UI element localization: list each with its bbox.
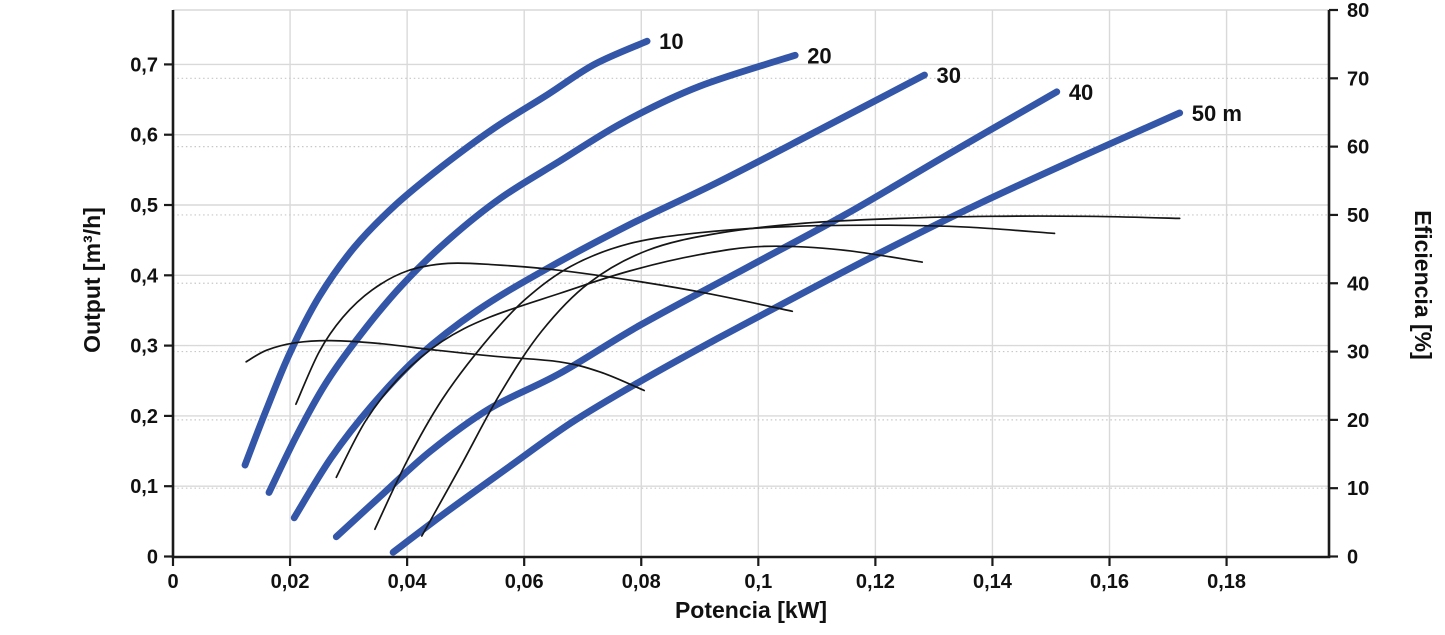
left-y-tick-label: 0,5 — [130, 195, 158, 217]
head-curve-40 — [332, 88, 1061, 541]
x-tick-label: 0,02 — [271, 571, 310, 593]
right-y-tick-label: 10 — [1347, 478, 1369, 500]
x-tick-label: 0,04 — [388, 571, 428, 593]
efficiency-curve-10 — [245, 339, 646, 392]
horizontal-gridlines-solid — [173, 63, 1329, 487]
left-y-tick-label: 0,7 — [130, 54, 158, 76]
horizontal-gridlines-dotted — [173, 77, 1329, 489]
left-y-tick-label: 0,4 — [130, 265, 159, 287]
head-curve-10 — [241, 37, 651, 469]
left-y-tick-label: 0 — [147, 547, 158, 569]
right-y-tick-label: 70 — [1347, 68, 1369, 90]
right-y-tick-label: 30 — [1347, 342, 1369, 364]
x-tick-label: 0,1 — [744, 571, 772, 593]
left-y-tick-label: 0,2 — [130, 406, 158, 428]
curve-labels: 10 20 30 40 50 m — [659, 29, 1242, 126]
x-tick-label: 0,18 — [1207, 571, 1246, 593]
right-y-tick-label: 60 — [1347, 137, 1369, 159]
tick-labels: 0 0,02 0,04 0,06 0,08 0,1 0,12 0,14 0,16 0,1800,1… — [130, 0, 1369, 593]
efficiency-curve-50 — [420, 215, 1181, 537]
right-y-tick-label: 80 — [1347, 0, 1369, 22]
x-tick-label: 0,16 — [1090, 571, 1129, 593]
x-tick-label: 0 — [167, 571, 178, 593]
head-curve-20 — [265, 51, 799, 496]
tick-marks — [164, 8, 1338, 566]
efficiency-curve-40 — [374, 224, 1056, 531]
x-tick-label: 0,12 — [856, 571, 895, 593]
right-y-tick-label: 20 — [1347, 410, 1369, 432]
right-y-tick-label: 50 — [1347, 205, 1369, 227]
left-y-tick-label: 0,3 — [130, 336, 158, 358]
efficiency-curve-30 — [335, 245, 924, 479]
right-y-tick-label: 0 — [1347, 547, 1358, 569]
efficiency-curve-20 — [295, 262, 794, 406]
curve-label-40: 40 — [1069, 80, 1093, 105]
x-tick-label: 0,14 — [973, 571, 1013, 593]
x-tick-label: 0,08 — [622, 571, 661, 593]
head-curve-50m — [389, 109, 1184, 556]
curve-label-20: 20 — [807, 43, 831, 68]
left-y-tick-label: 0,6 — [130, 125, 158, 147]
x-tick-label: 0,06 — [505, 571, 544, 593]
curve-label-10: 10 — [659, 29, 683, 54]
curve-label-50m: 50 m — [1192, 101, 1242, 126]
left-y-tick-label: 0,1 — [130, 476, 158, 498]
right-y-tick-label: 40 — [1347, 273, 1369, 295]
curves-layer — [241, 37, 1184, 556]
curve-label-30: 30 — [937, 63, 961, 88]
head-curve-30 — [290, 71, 928, 522]
